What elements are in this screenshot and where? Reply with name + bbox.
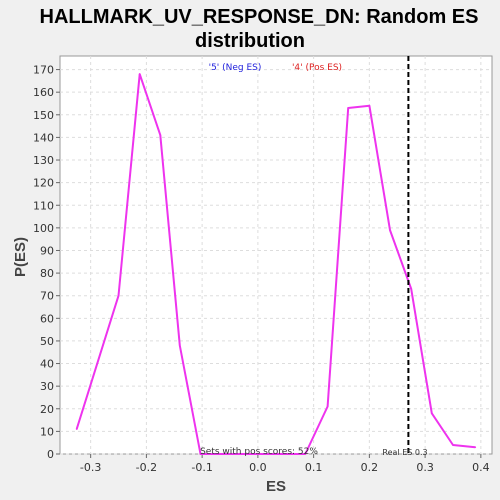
y-tick-label: 50 (40, 335, 54, 348)
series-point (304, 453, 307, 455)
x-tick-label: 0.0 (249, 461, 267, 474)
series-point (179, 344, 181, 347)
series-point (75, 428, 78, 430)
x-tick-label: 0.3 (416, 461, 434, 474)
y-tick-label: 30 (40, 380, 54, 393)
series-point (347, 107, 349, 109)
series-point (389, 229, 391, 231)
series-point (159, 134, 162, 136)
chart-title-line1: HALLMARK_UV_RESPONSE_DN: Random ES (40, 6, 479, 28)
x-tick-label: 0.2 (361, 461, 379, 474)
series-point (220, 453, 223, 455)
y-tick-label: 10 (40, 425, 54, 438)
y-tick-label: 40 (40, 358, 54, 371)
series-point (326, 405, 329, 408)
series-point (284, 453, 287, 455)
series-point (138, 73, 141, 75)
y-tick-label: 150 (33, 109, 54, 122)
chart-title-line2: distribution (195, 30, 305, 52)
y-tick-label: 170 (33, 64, 54, 77)
y-tick-label: 140 (33, 131, 54, 144)
series-point (368, 104, 371, 107)
series-line (75, 73, 476, 455)
y-axis-label: P(ES) (12, 237, 29, 277)
real-es-label: Real ES 0.3 (382, 448, 427, 457)
y-tick-label: 130 (33, 154, 54, 167)
series-point (452, 444, 454, 446)
series-point (410, 288, 412, 290)
series-point (117, 294, 120, 297)
x-tick-label: -0.2 (136, 461, 157, 474)
y-tick-label: 60 (40, 312, 54, 325)
x-tick-label: -0.3 (80, 461, 101, 474)
y-tick-label: 90 (40, 244, 54, 257)
pos-es-label: '4' (Pos ES) (292, 63, 342, 73)
axes: 0 10 20 30 40 50 60 70 80 90 100 110 120 130 140 150 160… (33, 64, 490, 474)
grid (60, 56, 492, 455)
neg-es-label: '5' (Neg ES) (209, 63, 262, 73)
x-tick-label: 0.1 (305, 461, 323, 474)
y-tick-label: 70 (40, 290, 54, 303)
x-axis-label: ES (266, 478, 286, 495)
plot-area (59, 55, 493, 455)
y-tick-label: 80 (40, 267, 54, 280)
series-point (474, 446, 477, 449)
y-tick-label: 0 (47, 448, 54, 461)
y-tick-label: 20 (40, 403, 54, 416)
y-tick-label: 100 (33, 222, 54, 235)
y-tick-label: 120 (33, 177, 54, 190)
series-point (257, 453, 259, 455)
pos-scores-label: Sets with pos scores: 52% (200, 447, 318, 457)
x-tick-label: 0.4 (472, 461, 490, 474)
x-tick-label: -0.1 (191, 461, 212, 474)
series-point (199, 453, 202, 455)
y-tick-label: 160 (33, 86, 54, 99)
series-point (430, 412, 433, 415)
series-layer (75, 73, 477, 455)
y-tick-label: 110 (33, 199, 54, 212)
